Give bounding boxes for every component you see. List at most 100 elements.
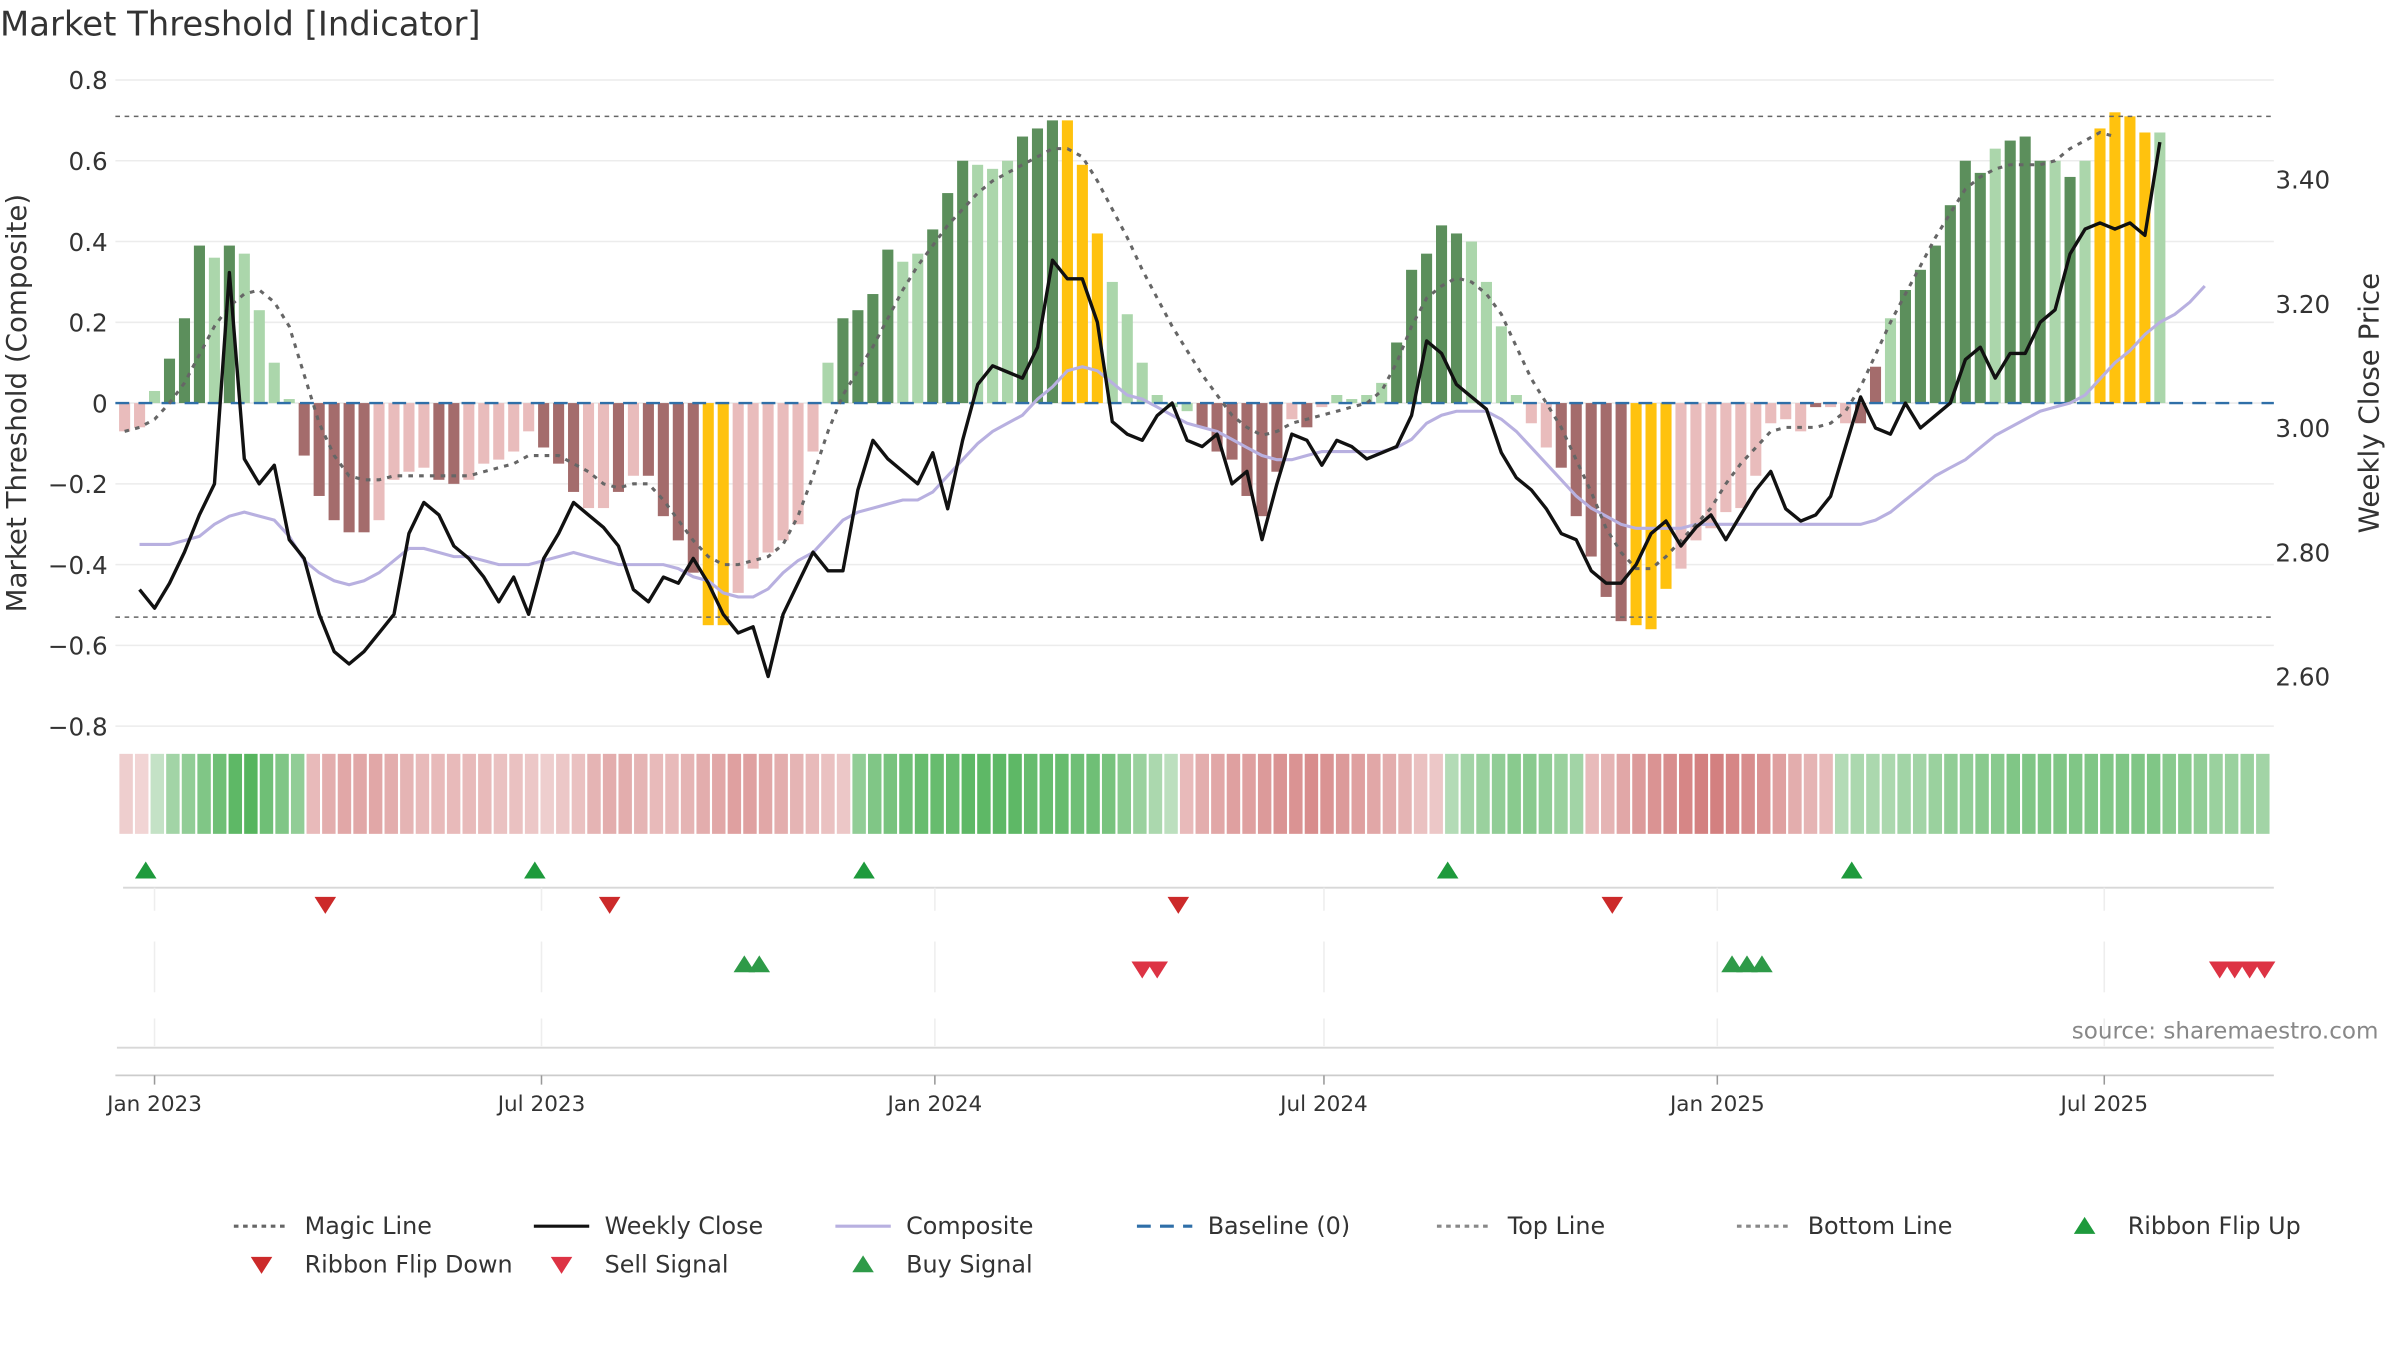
ribbon-cell xyxy=(821,753,835,834)
legend-label: Top Line xyxy=(1507,1212,1606,1240)
y-tick-label-right: 3.20 xyxy=(2275,290,2330,319)
ribbon-cell xyxy=(899,753,913,834)
composite-bar xyxy=(2004,140,2016,404)
ribbon-cell xyxy=(743,753,757,834)
ribbon-cell xyxy=(1273,753,1287,834)
ribbon-cell xyxy=(805,753,820,834)
ribbon-cell xyxy=(2084,753,2098,834)
legend-symbol xyxy=(550,1256,573,1274)
composite-bar xyxy=(2109,112,2121,404)
y-tick-label-right: 2.80 xyxy=(2275,538,2330,567)
ribbon-cell xyxy=(1101,753,1116,834)
sell-signal-marker xyxy=(2223,961,2246,979)
ribbon-cell xyxy=(306,753,320,834)
composite-bar xyxy=(313,403,325,496)
ribbon-cell xyxy=(977,753,991,834)
legend-label: Buy Signal xyxy=(906,1250,1033,1279)
composite-bar xyxy=(1256,403,1268,517)
composite-bar xyxy=(702,403,714,626)
composite-bar xyxy=(1690,403,1702,541)
y-tick-label-left: −0.4 xyxy=(48,551,108,580)
legend-symbol xyxy=(1136,1224,1193,1228)
x-tick-label: Jan 2023 xyxy=(105,1092,202,1117)
composite-bar xyxy=(1855,403,1867,424)
buy-signal-marker xyxy=(1736,955,1758,973)
ribbon-cell xyxy=(1211,753,1225,834)
x-tick-label: Jan 2024 xyxy=(885,1092,982,1117)
ribbon-cell xyxy=(602,753,617,834)
ribbon-cell xyxy=(1710,753,1724,834)
ribbon-cell xyxy=(868,753,882,834)
ribbon-cell xyxy=(1320,753,1334,834)
ribbon-cell xyxy=(852,753,866,834)
composite-bar xyxy=(1750,403,1762,476)
composite-bar xyxy=(717,403,729,626)
y-tick-label-right: 3.00 xyxy=(2275,414,2330,443)
composite-bar xyxy=(1929,245,1941,404)
ribbon-cell xyxy=(1242,753,1256,834)
ribbon-cell xyxy=(1179,753,1194,834)
legend-symbol xyxy=(250,1256,273,1274)
legend-item: Composite xyxy=(832,1209,1033,1243)
composite-bar xyxy=(762,403,774,553)
ribbon-cell xyxy=(665,753,679,834)
ribbon-cell xyxy=(1289,753,1303,834)
ribbon-cell xyxy=(1601,753,1615,834)
ribbon-cell xyxy=(2053,753,2067,834)
ribbon-cell xyxy=(930,753,944,834)
legend-label: Bottom Line xyxy=(1807,1212,1953,1240)
ribbon-cell xyxy=(2178,753,2192,834)
buy-signal-marker xyxy=(1721,955,1743,973)
ribbon-cell xyxy=(914,753,929,834)
composite-bars xyxy=(119,112,2166,630)
ribbon-cell xyxy=(1398,753,1412,834)
ribbon-cell xyxy=(1008,753,1022,834)
ribbon-cell xyxy=(2146,753,2161,834)
ribbon-cell xyxy=(1569,753,1584,834)
composite-bar xyxy=(1406,269,1418,404)
ribbon-cell xyxy=(836,753,851,834)
x-tick-label: Jul 2025 xyxy=(2058,1092,2148,1117)
ribbon-cell xyxy=(1881,753,1896,834)
ribbon-cell xyxy=(259,753,274,834)
x-tick-label: Jul 2023 xyxy=(496,1092,586,1117)
axes: 0.8 0.6 0.4 0.2 0 −0.2 −0.4 −0.6 −0.8 3.40 3.20 3.0… xyxy=(48,66,2330,741)
composite-bar xyxy=(852,310,864,404)
sell-signal-marker xyxy=(1146,961,1168,979)
composite-bar xyxy=(822,362,834,404)
ribbon-cell xyxy=(1959,753,1974,834)
composite-bar xyxy=(1435,225,1448,404)
gridlines xyxy=(115,79,2274,727)
buy-signal-marker xyxy=(733,955,756,973)
ribbon-cell xyxy=(790,753,804,834)
ribbon-cell xyxy=(1086,753,1100,834)
ribbon-cell xyxy=(1413,753,1428,834)
ribbon-cell xyxy=(618,753,632,834)
composite-bar xyxy=(1780,403,1792,420)
composite-bar xyxy=(119,403,131,432)
y-tick-label-left: −0.8 xyxy=(48,712,108,741)
composite-bar xyxy=(208,257,220,404)
composite-bar xyxy=(134,403,146,428)
ribbon-cell xyxy=(1928,753,1943,834)
composite-bar xyxy=(897,261,909,404)
composite-bar xyxy=(358,403,370,533)
ribbon-cell xyxy=(2162,753,2176,834)
buy-signal-marker xyxy=(748,955,771,973)
x-tick-label: Jan 2025 xyxy=(1668,1092,1765,1117)
composite-bar xyxy=(1361,394,1373,404)
composite-bar xyxy=(1510,394,1522,404)
composite-bar xyxy=(807,403,819,452)
composite-bar xyxy=(1121,314,1133,404)
ribbon-cell xyxy=(1257,753,1272,834)
composite-bar xyxy=(2124,116,2136,404)
ribbon-cell xyxy=(945,753,960,834)
ribbon-cell xyxy=(680,753,695,834)
legend-label: Composite xyxy=(906,1212,1034,1240)
composite-bar xyxy=(388,403,400,480)
composite-bar xyxy=(1944,205,1956,404)
composite-bar xyxy=(837,318,849,404)
composite-bar xyxy=(1286,403,1298,420)
ribbon-cell xyxy=(150,753,165,834)
composite-bar xyxy=(597,403,610,509)
